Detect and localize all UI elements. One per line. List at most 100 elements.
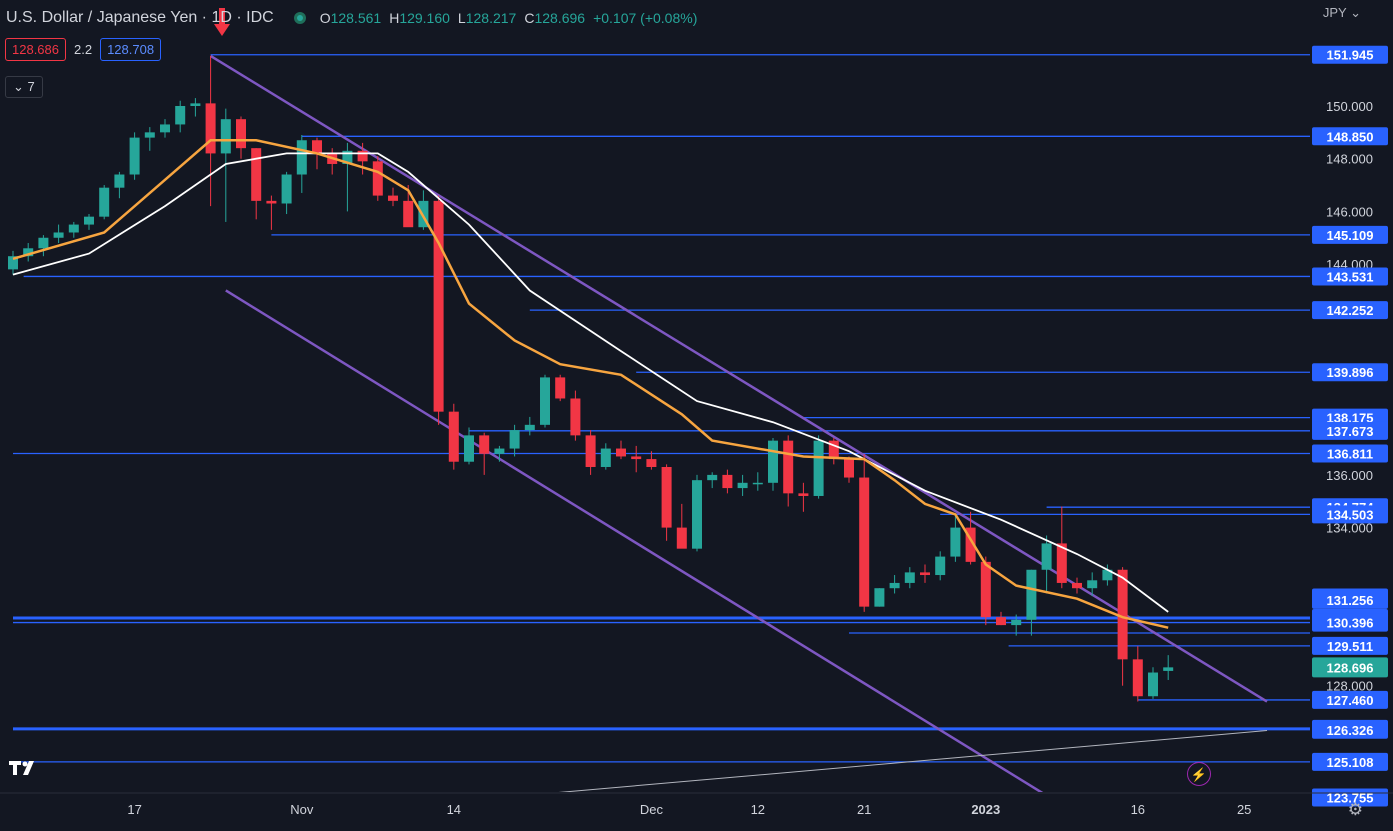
candle-body bbox=[296, 140, 307, 175]
candle bbox=[646, 451, 657, 470]
candle-body bbox=[555, 377, 566, 399]
candle bbox=[707, 472, 718, 489]
candle bbox=[540, 374, 550, 428]
candle-body bbox=[220, 119, 231, 154]
price-level-tag-bg bbox=[1312, 752, 1388, 771]
candle bbox=[1026, 569, 1037, 636]
candle-body bbox=[813, 440, 824, 496]
symbol-title[interactable]: U.S. Dollar / Japanese Yen · 1D · IDC bbox=[6, 9, 274, 26]
price-axis-tick-label: 136.000 bbox=[1326, 468, 1373, 483]
candle-body bbox=[251, 148, 262, 201]
fast-ema-line bbox=[12, 139, 1169, 629]
time-axis-tick-label: 25 bbox=[1237, 802, 1251, 817]
candle bbox=[251, 148, 262, 220]
time-axis-tick-label: 2023 bbox=[971, 802, 1000, 817]
candle-body bbox=[828, 440, 839, 460]
candle bbox=[904, 567, 915, 589]
candle-body bbox=[904, 572, 915, 583]
candle bbox=[585, 430, 596, 475]
price-level-tag: 151.945 bbox=[1312, 45, 1388, 64]
price-level-tag-label: 126.326 bbox=[1327, 723, 1374, 738]
open-value: 128.561 bbox=[330, 10, 382, 26]
time-axis-tick-label: 14 bbox=[447, 802, 461, 817]
price-level-tag-bg bbox=[1312, 690, 1388, 709]
candle bbox=[99, 185, 110, 220]
price-level-tag-label: 137.673 bbox=[1327, 424, 1374, 439]
plot-area bbox=[8, 8, 1310, 792]
candle-body bbox=[631, 456, 642, 460]
candle bbox=[813, 435, 824, 499]
candle-body bbox=[783, 440, 794, 494]
candle bbox=[524, 416, 535, 436]
price-axis-tick-label: 148.000 bbox=[1326, 152, 1373, 167]
price-level-tag-label: 131.256 bbox=[1327, 593, 1374, 608]
candle bbox=[236, 116, 246, 159]
candle-body bbox=[1011, 619, 1022, 626]
price-level-tag-bg bbox=[1312, 301, 1388, 320]
candle bbox=[53, 224, 64, 244]
candle bbox=[23, 243, 34, 262]
price-level-tag-bg bbox=[1312, 613, 1388, 632]
chevron-down-icon: ⌄ bbox=[1350, 5, 1361, 20]
candle-body bbox=[646, 459, 657, 467]
gear-icon[interactable]: ⚙ bbox=[1347, 800, 1363, 819]
candle-body bbox=[418, 200, 429, 228]
candle bbox=[844, 456, 854, 483]
price-level-tag-bg bbox=[1312, 225, 1388, 244]
candle-body bbox=[874, 588, 885, 607]
candle bbox=[980, 556, 991, 626]
indicators-toggle-button[interactable]: ⌄ 7 bbox=[5, 76, 43, 98]
candle-body bbox=[129, 137, 140, 175]
candle-body bbox=[281, 174, 292, 204]
candle bbox=[798, 482, 809, 512]
candle-body bbox=[950, 527, 961, 557]
slow-ema-line bbox=[12, 152, 1169, 613]
candle-body bbox=[160, 124, 170, 133]
candle bbox=[920, 564, 930, 583]
candle bbox=[889, 575, 900, 594]
candle-body bbox=[585, 435, 596, 467]
candle bbox=[114, 171, 125, 199]
lightning-icon[interactable]: ⚡ bbox=[1187, 762, 1211, 786]
price-level-tag: 130.396 bbox=[1312, 613, 1388, 632]
price-level-tag: 127.460 bbox=[1312, 690, 1388, 709]
tradingview-logo-icon[interactable] bbox=[7, 757, 41, 777]
candle bbox=[1102, 564, 1113, 586]
candle-body bbox=[403, 200, 414, 228]
candle bbox=[68, 221, 79, 238]
candle bbox=[661, 464, 672, 541]
candle bbox=[266, 195, 277, 230]
price-level-tag-label: 145.109 bbox=[1327, 228, 1374, 243]
open-label: O bbox=[319, 10, 331, 26]
time-axis-tick-label: 12 bbox=[751, 802, 765, 817]
candle bbox=[768, 438, 778, 491]
current-price-tag: 128.696 bbox=[1312, 657, 1388, 678]
buy-button[interactable]: 128.708 bbox=[100, 38, 162, 61]
candle-body bbox=[1132, 659, 1143, 697]
candle-body bbox=[205, 103, 216, 154]
price-level-tag-bg bbox=[1312, 590, 1388, 609]
time-axis-tick-label: Nov bbox=[290, 802, 314, 817]
candle bbox=[737, 474, 748, 496]
sell-button[interactable]: 128.686 bbox=[5, 38, 66, 61]
candle-body bbox=[53, 232, 64, 238]
candle-body bbox=[175, 106, 186, 125]
price-level-tag-label: 129.511 bbox=[1327, 639, 1373, 654]
candle bbox=[494, 445, 505, 462]
current-price-tag-bg bbox=[1312, 657, 1388, 678]
trade-buttons: 128.686 2.2 128.708 bbox=[5, 38, 162, 61]
candle-body bbox=[342, 150, 353, 164]
candle bbox=[676, 503, 687, 549]
price-level-tag: 134.503 bbox=[1312, 505, 1388, 524]
candle-body bbox=[692, 480, 702, 549]
currency-selector[interactable]: JPY ⌄ bbox=[1323, 5, 1361, 21]
candle-body bbox=[752, 482, 763, 485]
candle bbox=[281, 171, 292, 215]
candle-body bbox=[509, 430, 520, 449]
candle-body bbox=[388, 195, 398, 201]
candle bbox=[1041, 535, 1052, 594]
candle-body bbox=[996, 617, 1006, 626]
candle-body bbox=[524, 424, 535, 431]
candle bbox=[160, 119, 170, 138]
